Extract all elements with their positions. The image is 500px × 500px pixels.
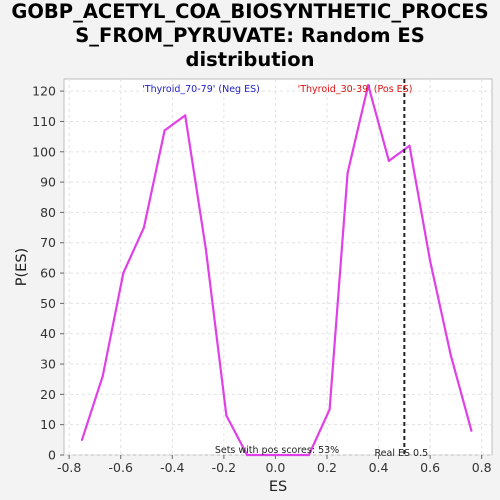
- chart-title: GOBP_ACETYL_COA_BIOSYNTHETIC_PROCES S_FR…: [0, 0, 500, 72]
- series-point: [449, 353, 452, 357]
- y-tick-label: 30: [40, 357, 56, 372]
- y-tick-label: 90: [40, 175, 56, 190]
- x-axis-label: ES: [269, 479, 287, 495]
- series-point: [287, 453, 290, 457]
- grid-lines: [64, 79, 492, 456]
- chart-title-line-3: distribution: [185, 48, 315, 71]
- y-tick-label: 70: [40, 235, 56, 250]
- series-point: [80, 438, 84, 441]
- pos-scores-annotation: Sets with pos scores: 53%: [215, 445, 339, 456]
- series-point: [225, 414, 228, 417]
- series-layer: [80, 83, 473, 457]
- series-point: [328, 408, 331, 411]
- series-point: [266, 453, 269, 457]
- y-tick-label: 10: [40, 417, 56, 432]
- x-tick-label: 0.6: [420, 460, 440, 475]
- series-point: [184, 114, 187, 117]
- series-point: [408, 144, 411, 147]
- y-tick-label: 20: [40, 387, 56, 402]
- real-es-label: Real ES 0.5: [375, 448, 429, 459]
- chart-title-line-1: GOBP_ACETYL_COA_BIOSYNTHETIC_PROCES: [11, 0, 489, 23]
- x-tick-label: 0.0: [265, 460, 285, 475]
- series-point: [367, 83, 370, 87]
- series-point: [101, 375, 104, 378]
- y-tick-label: 110: [32, 114, 56, 129]
- series-point: [346, 171, 349, 175]
- series-point: [122, 271, 125, 275]
- x-tick-label: -0.2: [212, 460, 236, 475]
- y-tick-label: 100: [32, 144, 56, 159]
- series-point: [204, 247, 207, 250]
- series-point: [245, 453, 249, 457]
- series-point: [429, 259, 432, 263]
- x-tick-label: -0.8: [57, 460, 81, 475]
- x-tick-label: 0.8: [472, 460, 492, 475]
- series-point: [470, 429, 473, 432]
- series-point: [163, 129, 166, 132]
- x-tick-label: -0.4: [160, 460, 184, 475]
- y-tick-label: 120: [32, 84, 56, 99]
- y-tick-label: 60: [40, 266, 56, 281]
- chart-title-line-2: S_FROM_PYRUVATE: Random ES: [75, 24, 425, 47]
- y-tick-label: 40: [40, 326, 56, 341]
- series-point: [142, 226, 146, 229]
- series-point: [307, 453, 311, 457]
- y-tick-label: 0: [48, 448, 56, 463]
- plot-area: [63, 78, 493, 456]
- x-tick-label: -0.6: [109, 460, 133, 475]
- x-tick-label: 0.2: [317, 460, 337, 475]
- pos-es-annotation: 'Thyroid_30-39' (Pos ES): [298, 84, 413, 95]
- axis-ticks: 0 10 20 30 40 50 60 70 80 90 100 110 120 -0.8 -0.6 -0.4…: [32, 84, 492, 475]
- series-point: [387, 159, 390, 162]
- y-axis-label: P(ES): [14, 248, 30, 286]
- neg-es-annotation: 'Thyroid_70-79' (Neg ES): [142, 84, 260, 95]
- x-tick-label: 0.4: [369, 460, 389, 475]
- y-tick-label: 80: [40, 205, 56, 220]
- series-line: [80, 83, 473, 457]
- y-tick-label: 50: [40, 296, 56, 311]
